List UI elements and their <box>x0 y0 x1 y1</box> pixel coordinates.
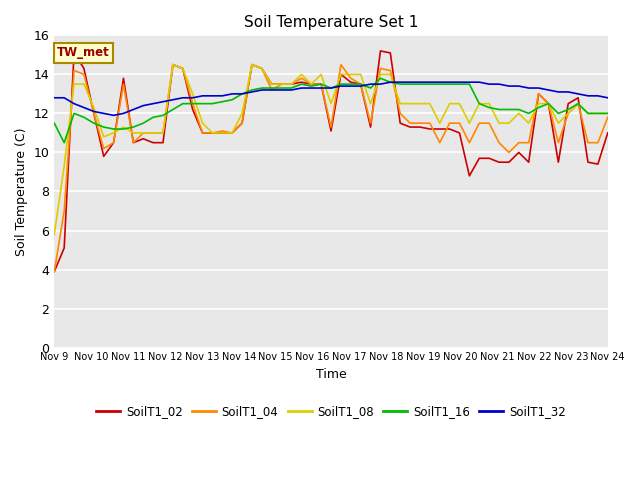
SoilT1_08 <box>298 72 305 77</box>
Legend: SoilT1_02, SoilT1_04, SoilT1_08, SoilT1_16, SoilT1_32: SoilT1_02, SoilT1_04, SoilT1_08, SoilT1_… <box>92 400 570 423</box>
Y-axis label: Soil Temperature (C): Soil Temperature (C) <box>15 127 28 256</box>
SoilT1_08 <box>436 120 444 126</box>
SoilT1_04 <box>436 140 444 145</box>
SoilT1_16 <box>604 110 612 116</box>
SoilT1_32 <box>209 93 216 99</box>
SoilT1_02 <box>287 81 295 87</box>
SoilT1_02 <box>446 126 454 132</box>
SoilT1_04 <box>51 269 58 275</box>
SoilT1_08 <box>604 110 612 116</box>
SoilT1_32 <box>446 79 454 85</box>
SoilT1_08 <box>446 101 454 107</box>
SoilT1_16 <box>90 120 98 126</box>
Title: Soil Temperature Set 1: Soil Temperature Set 1 <box>244 15 418 30</box>
SoilT1_04 <box>70 68 78 73</box>
Line: SoilT1_08: SoilT1_08 <box>54 65 608 234</box>
SoilT1_04 <box>169 62 177 68</box>
SoilT1_32 <box>456 79 463 85</box>
SoilT1_04 <box>604 114 612 120</box>
SoilT1_08 <box>70 81 78 87</box>
SoilT1_02 <box>51 269 58 275</box>
SoilT1_16 <box>60 140 68 145</box>
SoilT1_08 <box>51 231 58 237</box>
SoilT1_04 <box>80 72 88 77</box>
SoilT1_08 <box>209 130 216 136</box>
SoilT1_08 <box>80 81 88 87</box>
SoilT1_16 <box>298 81 305 87</box>
SoilT1_32 <box>80 105 88 110</box>
SoilT1_32 <box>70 101 78 107</box>
SoilT1_08 <box>169 62 177 68</box>
SoilT1_16 <box>446 81 454 87</box>
SoilT1_02 <box>436 126 444 132</box>
Line: SoilT1_02: SoilT1_02 <box>54 51 608 272</box>
SoilT1_32 <box>51 95 58 101</box>
Line: SoilT1_16: SoilT1_16 <box>54 78 608 143</box>
SoilT1_32 <box>387 79 394 85</box>
SoilT1_04 <box>209 130 216 136</box>
SoilT1_04 <box>446 120 454 126</box>
SoilT1_32 <box>298 85 305 91</box>
SoilT1_16 <box>456 81 463 87</box>
SoilT1_16 <box>376 75 384 81</box>
SoilT1_02 <box>376 48 384 54</box>
X-axis label: Time: Time <box>316 368 346 381</box>
SoilT1_32 <box>109 112 117 118</box>
SoilT1_02 <box>604 130 612 136</box>
Line: SoilT1_04: SoilT1_04 <box>54 65 608 272</box>
SoilT1_02 <box>70 50 78 56</box>
SoilT1_16 <box>51 120 58 126</box>
Text: TW_met: TW_met <box>57 46 110 59</box>
SoilT1_04 <box>298 75 305 81</box>
Line: SoilT1_32: SoilT1_32 <box>54 82 608 115</box>
SoilT1_02 <box>198 130 206 136</box>
SoilT1_02 <box>80 66 88 72</box>
SoilT1_32 <box>604 95 612 101</box>
SoilT1_16 <box>209 101 216 107</box>
SoilT1_16 <box>80 114 88 120</box>
